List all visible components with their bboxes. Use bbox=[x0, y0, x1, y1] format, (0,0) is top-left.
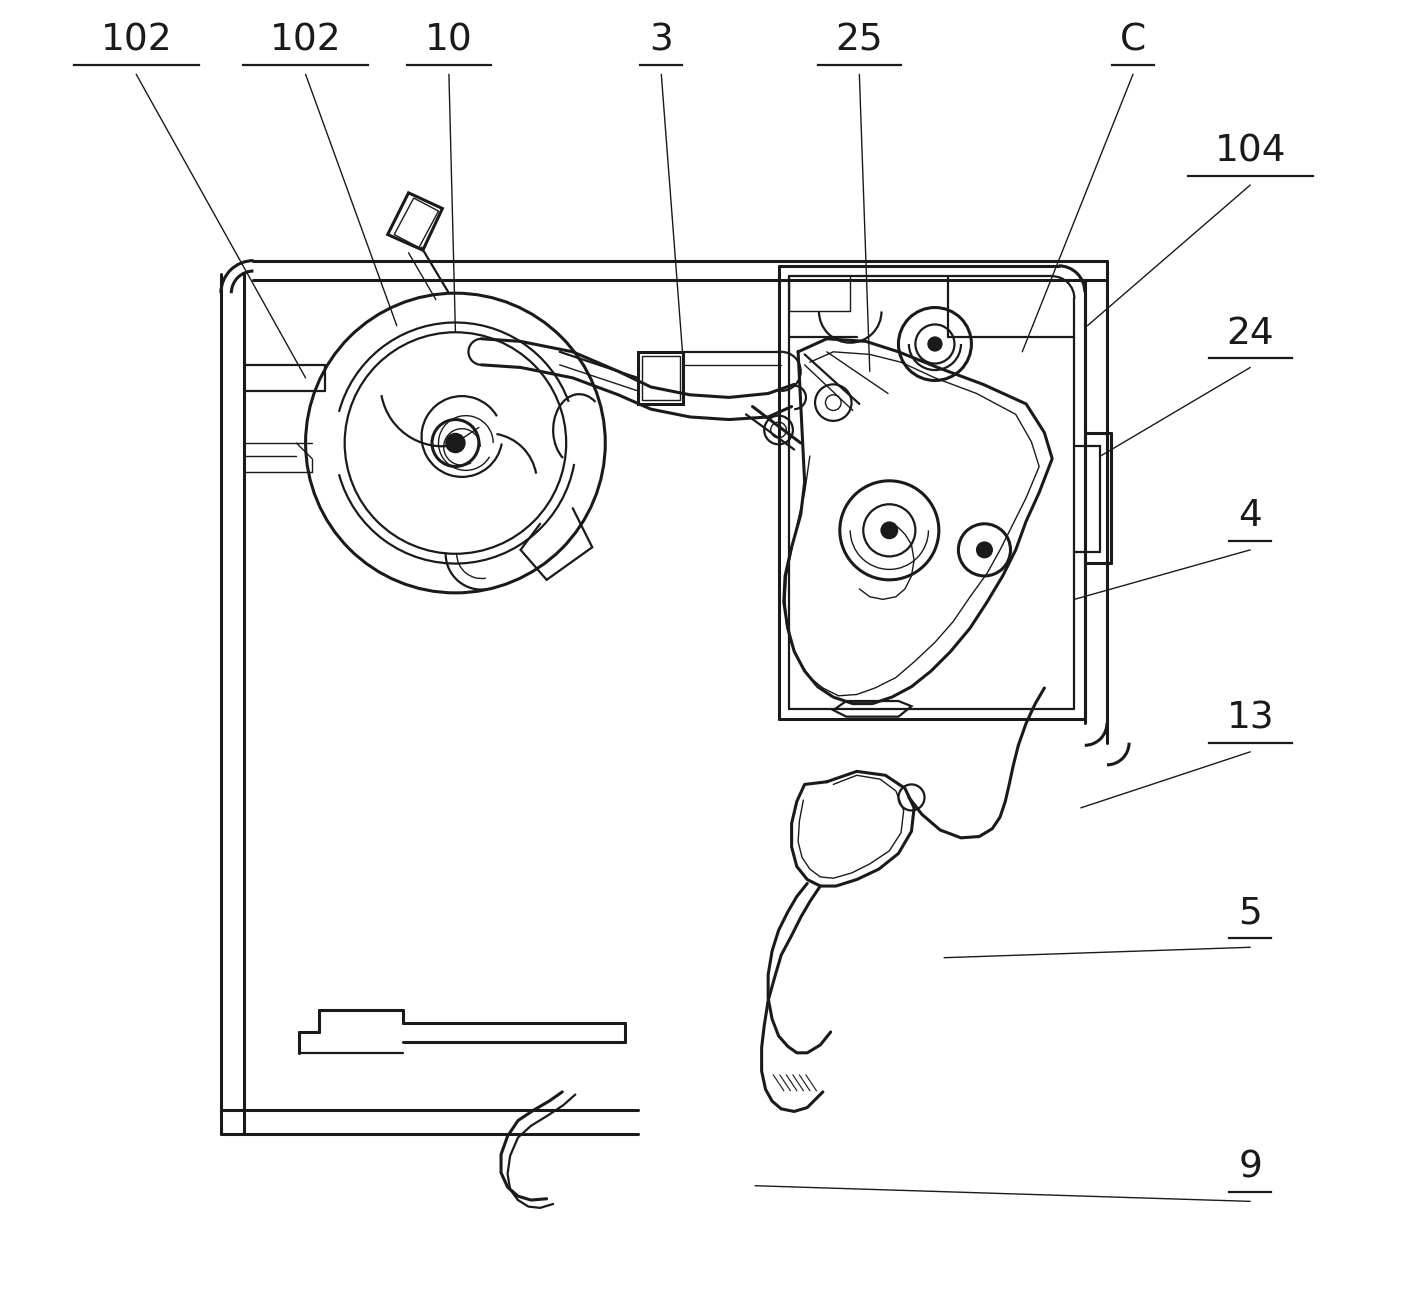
Circle shape bbox=[446, 434, 464, 452]
Text: 104: 104 bbox=[1215, 133, 1286, 169]
Circle shape bbox=[928, 337, 942, 351]
Text: 25: 25 bbox=[835, 22, 883, 59]
Text: 24: 24 bbox=[1226, 315, 1274, 352]
Text: 9: 9 bbox=[1239, 1149, 1263, 1186]
Text: 102: 102 bbox=[270, 22, 342, 59]
Text: 4: 4 bbox=[1239, 498, 1263, 534]
Circle shape bbox=[882, 523, 897, 538]
Text: 10: 10 bbox=[425, 22, 472, 59]
Text: 5: 5 bbox=[1239, 895, 1263, 932]
Text: C: C bbox=[1119, 22, 1146, 59]
Text: 13: 13 bbox=[1226, 700, 1274, 736]
Text: 102: 102 bbox=[100, 22, 172, 59]
Text: 3: 3 bbox=[650, 22, 673, 59]
Circle shape bbox=[977, 542, 993, 558]
